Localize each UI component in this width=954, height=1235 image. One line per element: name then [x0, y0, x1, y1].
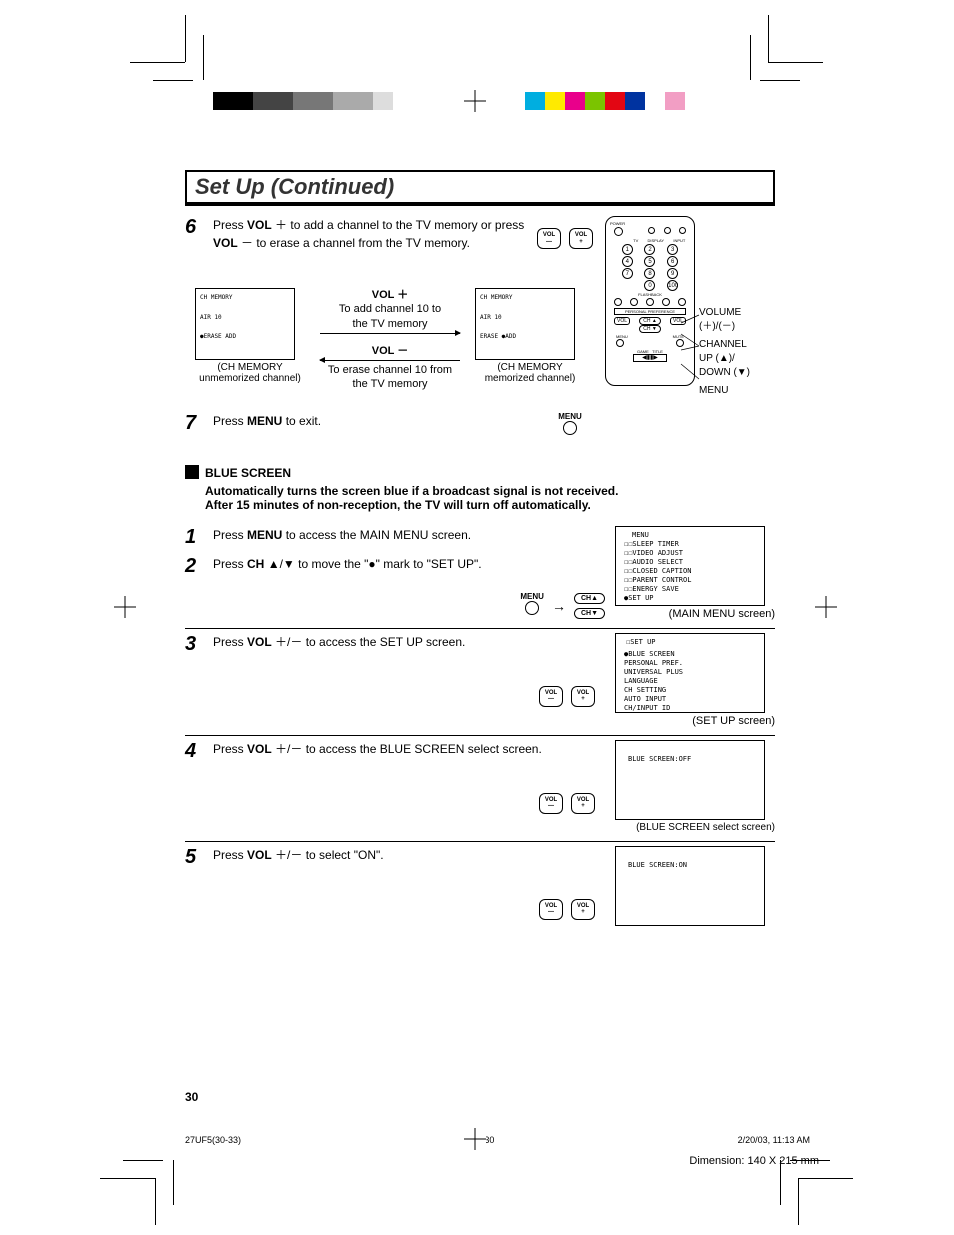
step-text: Press VOL ＋/－ to select "ON".: [213, 846, 615, 869]
color-bar: [525, 92, 685, 110]
blue-screen-desc: Automatically turns the screen blue if a…: [205, 484, 645, 512]
step-number: 6: [185, 216, 213, 252]
arrow-instructions: VOL ＋ To add channel 10 to the TV memory…: [320, 288, 460, 392]
step-5: 5 Press VOL ＋/－ to select "ON".: [185, 846, 615, 869]
registration-mark-top: [464, 90, 486, 112]
blue-screen-title: BLUE SCREEN: [205, 466, 291, 480]
crop-mark: [760, 80, 800, 81]
blue-screen-on-screen: BLUE SCREEN:ON: [615, 846, 765, 926]
menu-button-graphic: MENU: [540, 412, 600, 440]
tv-caption: (CH MEMORY memorized channel): [475, 362, 585, 384]
crop-mark: [768, 15, 769, 62]
menu-label: MENU: [699, 384, 750, 398]
step-number: 5: [185, 846, 213, 869]
step-text: Press VOL ＋/－ to access the BLUE SCREEN …: [213, 740, 615, 763]
crop-mark: [798, 1178, 853, 1179]
page-number: 30: [185, 1090, 198, 1104]
registration-mark-left: [114, 596, 136, 618]
step-3: 3 Press VOL ＋/－ to access the SET UP scr…: [185, 633, 615, 656]
vol-minus-icon: VOL—: [539, 793, 563, 814]
crop-mark: [750, 35, 751, 80]
screen-caption: (MAIN MENU screen): [615, 608, 775, 620]
screen-caption: (SET UP screen): [615, 715, 775, 727]
blue-screen-off-screen: BLUE SCREEN:OFF: [615, 740, 765, 820]
crop-mark: [173, 1160, 174, 1205]
step-text: Press CH ▲/▼ to move the "●" mark to "SE…: [213, 555, 615, 578]
vol-plus-icon: VOL+: [571, 793, 595, 814]
bullet-square-icon: [185, 465, 199, 479]
tv-screen-unmemorized: CH MEMORY AIR 10 ●ERASE ADD: [195, 288, 295, 360]
vol-minus-icon: VOL—: [539, 899, 563, 920]
vol-minus-icon: VOL—: [537, 228, 561, 249]
tv-screen-memorized: CH MEMORY AIR 10 ERASE ●ADD: [475, 288, 575, 360]
remote-callouts: VOLUME (＋)/(－) CHANNEL UP (▲)/ DOWN (▼) …: [699, 216, 750, 398]
print-footer: 27UF5(30-33) 30 2/20/03, 11:13 AM: [185, 1135, 810, 1145]
blue-screen-heading: BLUE SCREEN Automatically turns the scre…: [185, 464, 775, 512]
crop-mark: [768, 62, 823, 63]
ch-up-icon: CH▲: [574, 593, 605, 604]
vol-plus-icon: VOL+: [569, 228, 593, 249]
section-title-box: Set Up (Continued): [185, 170, 775, 206]
step-text: Press VOL ＋ to add a channel to the TV m…: [213, 216, 525, 252]
step-text: Press MENU to exit.: [213, 412, 540, 440]
step-1: 1 Press MENU to access the MAIN MENU scr…: [185, 526, 615, 549]
bw-color-bar: [213, 92, 413, 110]
crop-mark: [100, 1178, 155, 1179]
menu-circle-icon: [525, 601, 539, 615]
crop-mark: [153, 80, 193, 81]
vol-minus-icon: VOL—: [539, 686, 563, 707]
registration-mark-bottom: [464, 1128, 486, 1150]
step-number: 1: [185, 526, 213, 549]
crop-mark: [130, 62, 185, 63]
step-number: 4: [185, 740, 213, 763]
setup-screen: ☐SET UP ●BLUE SCREEN PERSONAL PREF. UNIV…: [615, 633, 765, 713]
screen-caption: (BLUE SCREEN select screen): [615, 822, 775, 833]
step-number: 2: [185, 555, 213, 578]
step-text: Press VOL ＋/－ to access the SET UP scree…: [213, 633, 615, 656]
tv-caption: (CH MEMORY unmemorized channel): [195, 362, 305, 384]
volume-label: VOLUME (＋)/(－): [699, 306, 750, 334]
crop-mark: [185, 15, 186, 62]
crop-mark: [123, 1160, 163, 1161]
vol-plus-icon: VOL+: [571, 899, 595, 920]
section-title: Set Up (Continued): [195, 174, 765, 200]
step-number: 7: [185, 412, 213, 440]
vol-plus-icon: VOL+: [571, 686, 595, 707]
registration-mark-right: [815, 596, 837, 618]
step-2: 2 Press CH ▲/▼ to move the "●" mark to "…: [185, 555, 615, 578]
page-body: Set Up (Continued) 6 Press VOL ＋ to add …: [185, 170, 775, 926]
menu-button-graphic: MENU: [520, 592, 544, 620]
ch-down-icon: CH▼: [574, 608, 605, 619]
step-4: 4 Press VOL ＋/－ to access the BLUE SCREE…: [185, 740, 615, 763]
main-menu-screen: MENU ☐☐SLEEP TIMER☐☐VIDEO ADJUST☐☐AUDIO …: [615, 526, 765, 606]
menu-circle-icon: [563, 421, 577, 435]
channel-label: CHANNEL UP (▲)/ DOWN (▼): [699, 338, 750, 380]
step-7: 7 Press MENU to exit. MENU: [185, 412, 775, 440]
crop-mark: [155, 1178, 156, 1225]
crop-mark: [798, 1178, 799, 1225]
crop-mark: [203, 35, 204, 80]
step-6: 6 Press VOL ＋ to add a channel to the TV…: [185, 216, 525, 252]
step-text: Press MENU to access the MAIN MENU scree…: [213, 526, 615, 549]
step-number: 3: [185, 633, 213, 656]
dimension-label: Dimension: 140 X 215 mm: [689, 1155, 819, 1167]
